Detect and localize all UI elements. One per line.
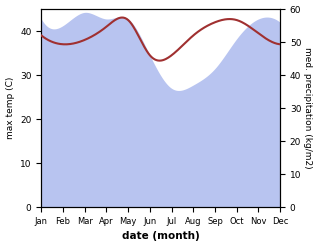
X-axis label: date (month): date (month) xyxy=(122,231,200,242)
Y-axis label: med. precipitation (kg/m2): med. precipitation (kg/m2) xyxy=(303,47,313,169)
Y-axis label: max temp (C): max temp (C) xyxy=(5,77,15,139)
